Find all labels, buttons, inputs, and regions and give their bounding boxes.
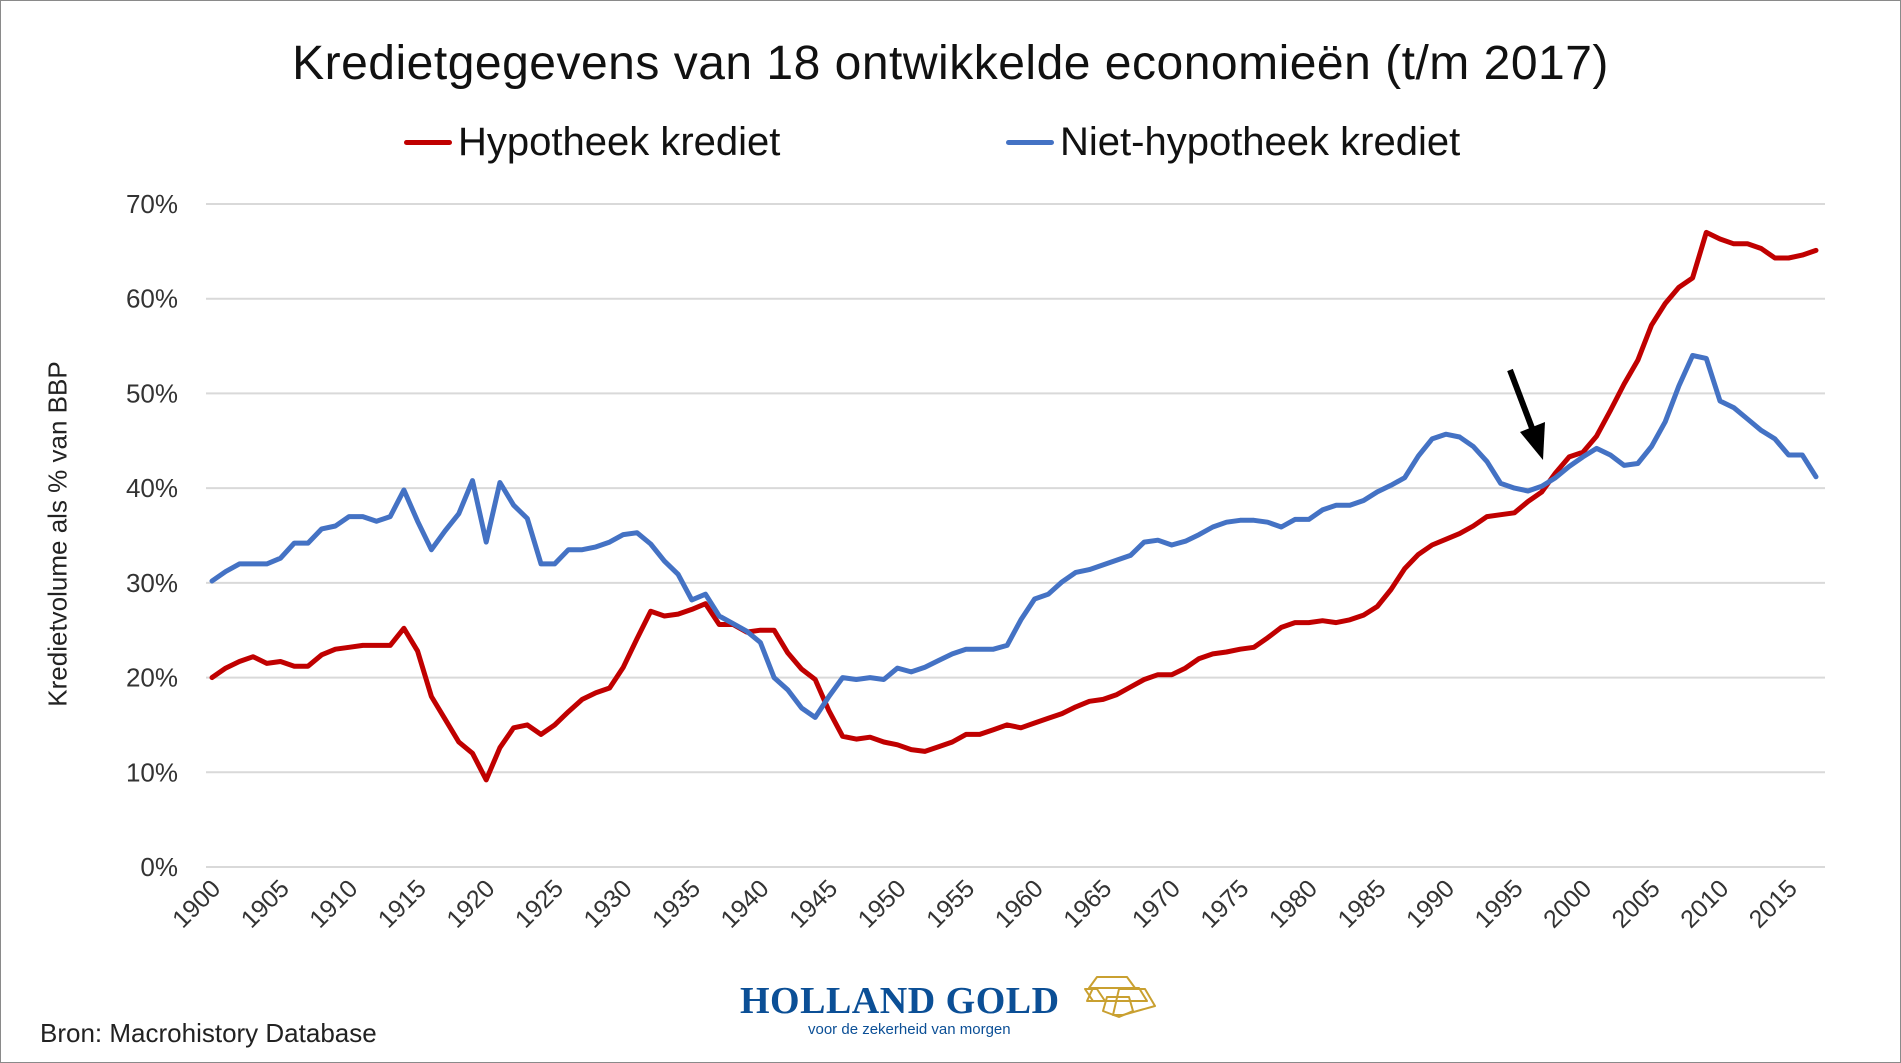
x-tick-label: 1935	[647, 874, 706, 933]
series-line-non-mortgage	[209, 353, 1819, 720]
gold-bars-icon	[1084, 976, 1156, 1018]
y-tick-label: 60%	[126, 284, 178, 314]
logo-tagline: voor de zekerheid van morgen	[808, 1021, 1011, 1038]
y-tick-label: 10%	[126, 757, 178, 787]
series-lines	[209, 229, 1819, 783]
legend-label-mortgage: Hypotheek krediet	[458, 119, 781, 164]
legend-label-non-mortgage: Niet-hypotheek krediet	[1060, 119, 1461, 164]
annotations	[1507, 368, 1545, 460]
x-tick-label: 1905	[236, 874, 295, 933]
arrow-head-icon	[1520, 422, 1545, 460]
x-tick-label: 1945	[784, 874, 843, 933]
x-tick-labels: 1900 1905 1910 1915 1920 1925 1930 1935 1940 1945…	[167, 874, 1803, 933]
x-tick-label: 1960	[990, 874, 1049, 933]
legend-swatch-non-mortgage	[1006, 139, 1054, 145]
x-tick-label: 1955	[921, 874, 980, 933]
y-tick-labels: 0% 10% 20% 30% 40% 50% 60% 70%	[126, 189, 178, 882]
y-tick-label: 0%	[140, 852, 178, 882]
legend-item-non-mortgage: Niet-hypotheek krediet	[1006, 118, 1460, 166]
y-tick-label: 20%	[126, 663, 178, 693]
y-tick-label: 30%	[126, 568, 178, 598]
y-tick-label: 70%	[126, 189, 178, 219]
x-tick-label: 1915	[373, 874, 432, 933]
x-tick-label: 1910	[304, 874, 363, 933]
gridlines	[206, 203, 1825, 868]
x-tick-label: 1970	[1127, 874, 1186, 933]
legend-swatch-mortgage	[404, 139, 452, 145]
x-tick-label: 1965	[1058, 874, 1117, 933]
holland-gold-logo-text: HOLLAND GOLD	[740, 980, 1060, 1022]
source-note: Bron: Macrohistory Database	[40, 1018, 377, 1048]
x-tick-label: 1975	[1195, 874, 1254, 933]
x-tick-label: 1900	[167, 874, 226, 933]
x-tick-label: 1930	[578, 874, 637, 933]
x-tick-label: 2015	[1744, 874, 1803, 933]
x-tick-label: 1950	[853, 874, 912, 933]
x-tick-label: 1940	[715, 874, 774, 933]
series-line-mortgage	[209, 229, 1819, 783]
x-tick-label: 1920	[441, 874, 500, 933]
y-tick-label: 50%	[126, 378, 178, 408]
chart-title: Kredietgegevens van 18 ontwikkelde econo…	[292, 37, 1609, 90]
x-tick-label: 1990	[1401, 874, 1460, 933]
x-tick-label: 2000	[1538, 874, 1597, 933]
x-tick-label: 2010	[1675, 874, 1734, 933]
x-tick-label: 2005	[1607, 874, 1666, 933]
x-tick-label: 1995	[1470, 874, 1529, 933]
arrow-shaft	[1507, 368, 1535, 430]
legend-item-mortgage: Hypotheek krediet	[404, 118, 780, 166]
y-tick-label: 40%	[126, 473, 178, 503]
x-tick-label: 1980	[1264, 874, 1323, 933]
x-tick-label: 1985	[1332, 874, 1391, 933]
x-tick-label: 1925	[510, 874, 569, 933]
